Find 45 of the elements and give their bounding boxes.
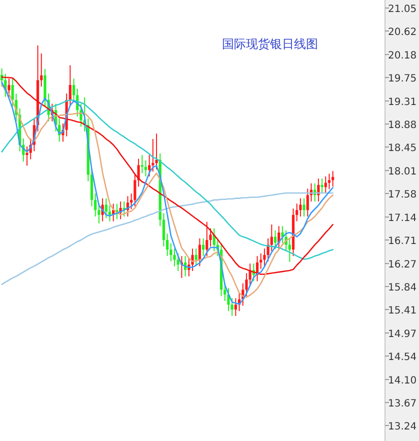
candlestick — [166, 233, 169, 257]
y-tick-label: 16.27 — [388, 260, 417, 271]
candlestick — [104, 198, 108, 219]
y-tick-label: 18.45 — [388, 143, 417, 154]
y-tick-label: 17.14 — [388, 213, 417, 224]
candlestick — [148, 154, 151, 177]
candlestick — [155, 133, 158, 170]
candlestick — [324, 176, 327, 194]
y-tick-label: 19.31 — [388, 97, 417, 108]
candlestick — [144, 160, 148, 177]
y-tick-label: 17.58 — [388, 190, 417, 201]
y-tick-label: 18.88 — [388, 120, 417, 132]
y-tick-label: 19.75 — [388, 74, 417, 85]
candlestick — [328, 173, 331, 190]
candlestick — [206, 221, 208, 257]
y-tick-label: 14.97 — [388, 329, 417, 340]
candlestick — [320, 178, 324, 194]
candlestick — [332, 170, 334, 188]
candlestick — [302, 198, 306, 217]
y-tick-label: 16.71 — [388, 236, 417, 248]
candlestick — [274, 230, 277, 250]
candlestick — [234, 298, 237, 316]
y-tick-label: 15.41 — [388, 306, 417, 316]
candlestick — [8, 78, 10, 98]
candlestick — [270, 224, 273, 252]
candlestick — [194, 248, 198, 267]
y-tick-label: 14.10 — [388, 376, 417, 387]
candlestick — [198, 238, 201, 267]
y-tick-label: 14.54 — [388, 352, 417, 364]
y-tick-label: 20.18 — [388, 50, 417, 62]
y-tick-label: 13.67 — [388, 398, 417, 410]
y-tick-label: 20.62 — [388, 27, 417, 38]
y-tick-label: 13.24 — [388, 422, 417, 432]
text: 国际现货银日线图 — [222, 37, 318, 51]
y-tick-label: 18.01 — [388, 166, 417, 178]
candlestick — [140, 154, 144, 174]
y-tick-label: 21.05 — [388, 4, 417, 16]
candlestick — [108, 204, 112, 222]
candlestick — [296, 203, 298, 222]
candlestick — [227, 288, 230, 312]
candlestick — [230, 298, 234, 316]
y-tick-label: 15.84 — [388, 282, 417, 294]
candlestick — [202, 238, 205, 257]
candlestick — [288, 238, 291, 262]
candlestick — [152, 138, 154, 172]
